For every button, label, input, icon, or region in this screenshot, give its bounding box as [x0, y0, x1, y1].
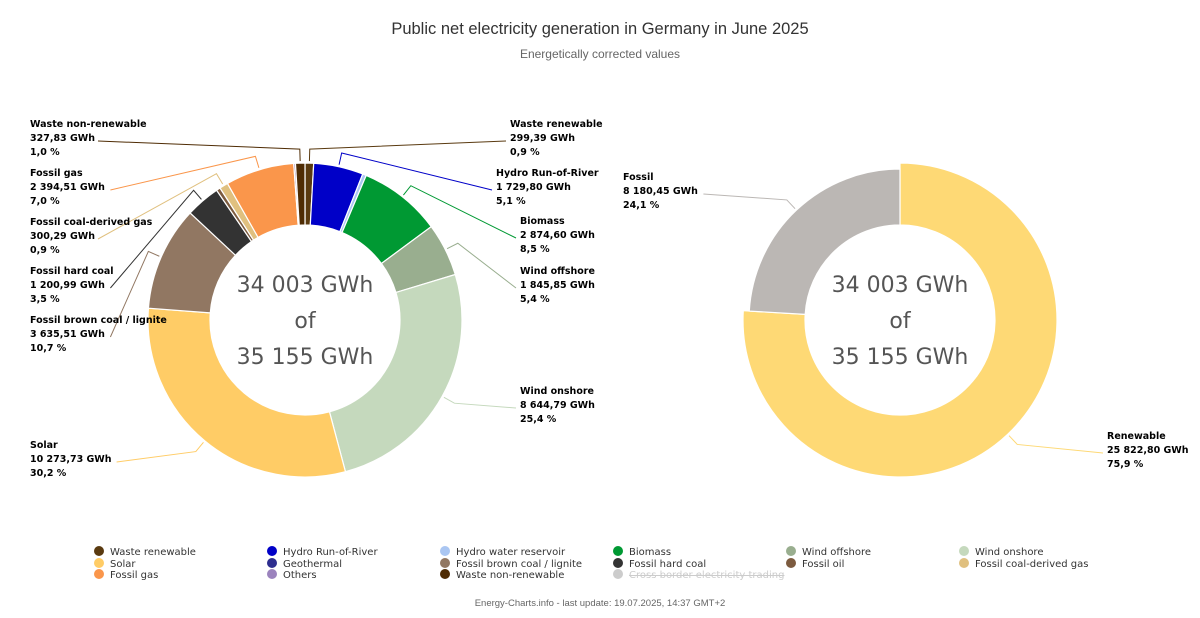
leader-line-fossil-brown-coal-lignite: [109, 250, 160, 338]
slice-wind-onshore[interactable]: [328, 273, 463, 473]
legend-marker-icon: [613, 557, 623, 568]
legend-item-hydro-run-of-river[interactable]: Hydro Run-of-River: [267, 546, 378, 558]
leader-line-waste-renewable: [308, 140, 507, 162]
legend-label: Fossil hard coal: [629, 558, 707, 570]
legend-marker-icon: [440, 557, 450, 568]
legend-label: Hydro water reservoir: [456, 547, 566, 558]
legend-label: Wind onshore: [975, 547, 1044, 558]
legend-label: Wind offshore: [802, 547, 872, 558]
data-label-fossil: Fossil 8 180,45 GWh 24,1 %: [623, 172, 698, 211]
legend-item-wind-offshore[interactable]: Wind offshore: [786, 546, 871, 558]
legend-marker-icon: [959, 557, 969, 568]
leader-line-wind-onshore: [443, 396, 517, 409]
center-text-line-3: 35 155 GWh: [237, 345, 374, 370]
chart-title: Public net electricity generation in Ger…: [391, 20, 809, 38]
legend-label: Fossil oil: [802, 558, 845, 570]
leader-line-fossil-hard-coal: [110, 189, 202, 289]
legend-label: Others: [283, 570, 317, 581]
slice-waste-non-renewable[interactable]: [294, 162, 306, 226]
data-label-biomass: Biomass 2 874,60 GWh 8,5 %: [520, 216, 595, 255]
legend-label: Fossil brown coal / lignite: [456, 558, 583, 570]
center-text-line-3: 35 155 GWh: [832, 345, 969, 370]
data-label-renewable: Renewable 25 822,80 GWh 75,9 %: [1107, 431, 1189, 470]
data-label-wind-onshore: Wind onshore 8 644,79 GWh 25,4 %: [520, 386, 595, 425]
legend-marker-icon: [786, 557, 796, 568]
data-label-fossil-hard-coal: Fossil hard coal 1 200,99 GWh 3,5 %: [30, 266, 114, 305]
data-label-fossil-brown-coal-lignite: Fossil brown coal / lignite 3 635,51 GWh 1…: [30, 315, 167, 354]
legend-item-waste-non-renewable[interactable]: Waste non-renewable: [440, 569, 564, 581]
data-label-waste-renewable: Waste renewable 299,39 GWh 0,9 %: [510, 119, 603, 158]
legend-label: Hydro Run-of-River: [283, 547, 378, 558]
footer-credits: Energy-Charts.info - last update: 19.07.…: [474, 598, 726, 609]
legend-label: Waste non-renewable: [456, 570, 565, 581]
legend-label: Biomass: [629, 547, 672, 558]
center-text-line-1: 34 003 GWh: [832, 273, 969, 298]
legend-marker-icon: [786, 546, 796, 556]
legend-item-hydro-water-reservoir[interactable]: Hydro water reservoir: [440, 546, 565, 558]
legend-item-fossil-hard-coal[interactable]: Fossil hard coal: [613, 557, 707, 570]
legend-label: Waste renewable: [110, 547, 196, 558]
legend-label: Cross border electricity trading: [629, 570, 785, 581]
legend-item-geothermal[interactable]: Geothermal: [267, 557, 343, 570]
data-label-fossil-gas: Fossil gas 2 394,51 GWh 7,0 %: [30, 168, 105, 207]
legend-label: Solar: [110, 558, 136, 570]
legend-marker-icon: [440, 546, 450, 556]
leader-line-waste-non-renewable: [97, 140, 301, 162]
slice-renewable[interactable]: [742, 162, 1058, 478]
center-text-line-2: of: [294, 309, 316, 334]
center-text-line-1: 34 003 GWh: [237, 273, 374, 298]
legend-marker-icon: [959, 546, 969, 556]
legend-item-fossil-coal-derived-gas[interactable]: Fossil coal-derived gas: [959, 557, 1089, 570]
legend-marker-icon: [94, 569, 104, 579]
donut-chart-sources: Waste renewable 299,39 GWh 0,9 % Hydro Run-…: [30, 119, 603, 479]
legend-marker-icon: [267, 546, 277, 556]
data-label-fossil-coal-derived-gas: Fossil coal-derived gas 300,29 GWh 0,9 %: [30, 217, 153, 256]
legend-item-biomass[interactable]: Biomass: [613, 546, 671, 558]
leader-line-fossil-gas: [110, 155, 260, 191]
legend-marker-icon: [440, 569, 450, 579]
leader-line-hydro-run-of-river: [338, 152, 493, 191]
center-text-line-2: of: [889, 309, 911, 334]
legend-label: Fossil coal-derived gas: [975, 558, 1089, 570]
legend-label: Geothermal: [283, 558, 343, 570]
legend-item-others[interactable]: Others: [267, 569, 317, 581]
legend-item-waste-renewable[interactable]: Waste renewable: [94, 546, 196, 558]
leader-line-solar: [116, 442, 204, 463]
legend-marker-icon: [267, 557, 277, 568]
legend-item-fossil-brown-coal-lignite[interactable]: Fossil brown coal / lignite: [440, 557, 583, 570]
leader-line-renewable: [1008, 435, 1104, 454]
chart-subtitle: Energetically corrected values: [519, 47, 681, 61]
leader-line-fossil-coal-derived-gas: [97, 173, 224, 240]
legend-label: Fossil gas: [110, 570, 159, 581]
legend-item-fossil-oil[interactable]: Fossil oil: [786, 557, 845, 570]
leader-line-fossil: [703, 193, 796, 210]
data-label-wind-offshore: Wind offshore 1 845,85 GWh 5,4 %: [520, 266, 595, 305]
data-label-waste-non-renewable: Waste non-renewable 327,83 GWh 1,0 %: [30, 119, 147, 158]
slice-solar[interactable]: [147, 307, 347, 478]
data-label-solar: Solar 10 273,73 GWh 30,2 %: [30, 440, 112, 479]
legend-marker-icon: [94, 557, 104, 568]
legend-item-cross-border-electricity-trading[interactable]: Cross border electricity trading: [613, 569, 784, 581]
donut-chart-renewable-vs-fossil: Renewable 25 822,80 GWh 75,9 % Fossil 8 180,…: [623, 162, 1189, 478]
legend-item-wind-onshore[interactable]: Wind onshore: [959, 546, 1043, 558]
legend-marker-icon: [94, 546, 104, 556]
legend-item-solar[interactable]: Solar: [94, 557, 136, 570]
legend-marker-icon: [613, 569, 623, 579]
legend-marker-icon: [267, 569, 277, 579]
charts-canvas: Waste renewable 299,39 GWh 0,9 % Hydro Run-…: [30, 119, 1189, 479]
leader-line-biomass: [403, 185, 517, 239]
data-label-hydro-run-of-river: Hydro Run-of-River 1 729,80 GWh 5,1 %: [496, 168, 599, 207]
slice-fossil[interactable]: [748, 168, 901, 316]
legend-item-fossil-gas[interactable]: Fossil gas: [94, 569, 158, 581]
leader-line-wind-offshore: [446, 242, 517, 289]
legend-marker-icon: [613, 546, 623, 556]
